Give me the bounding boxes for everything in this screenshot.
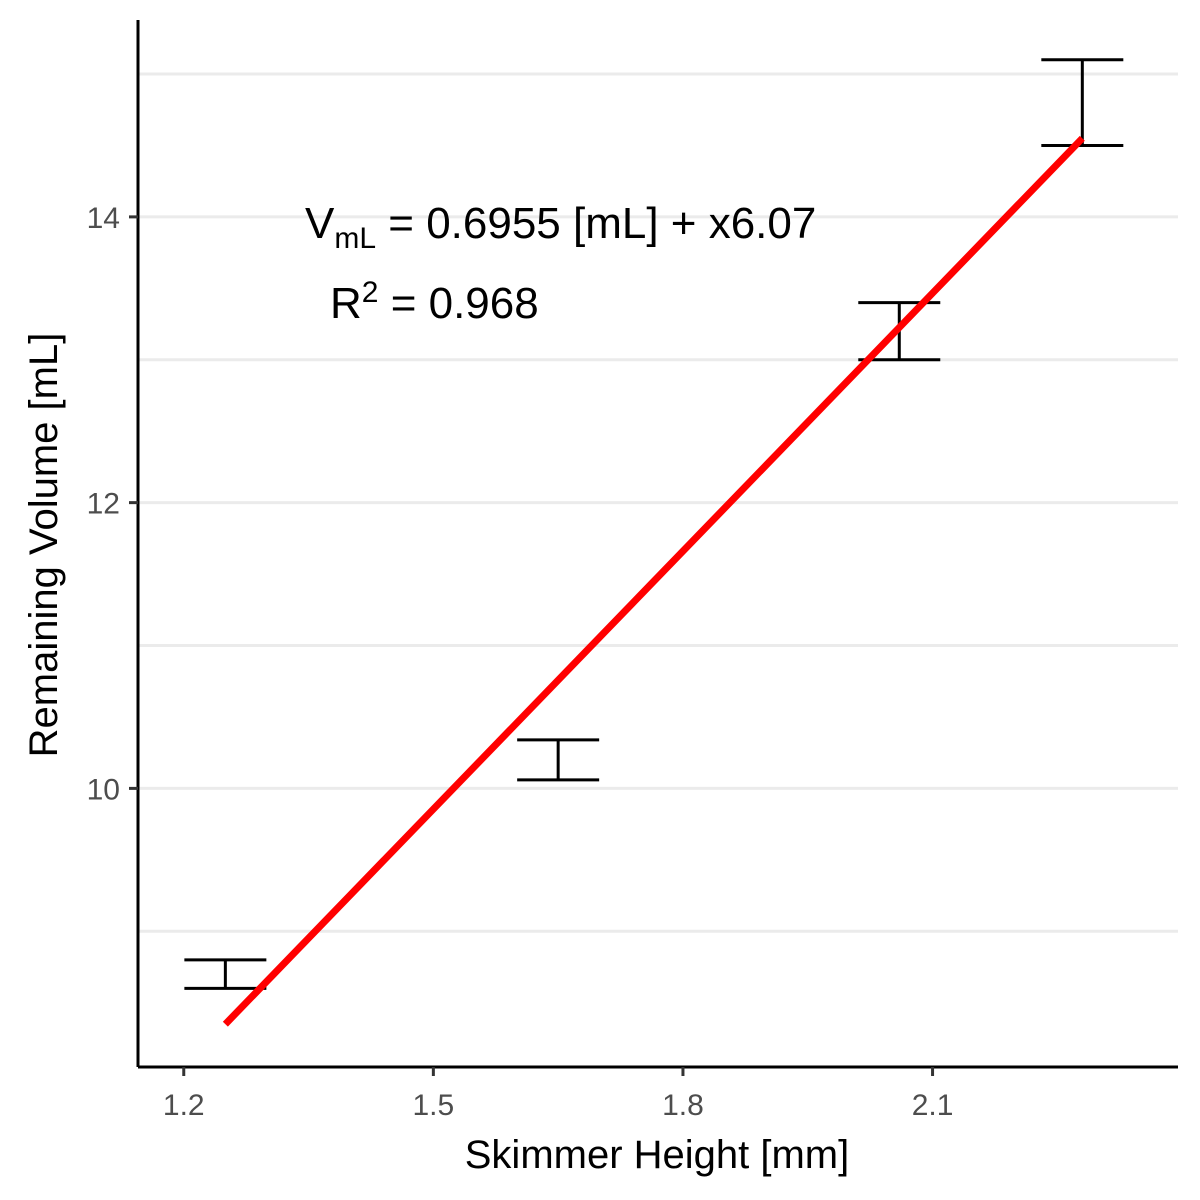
tick-labels: 1.2 1.5 1.8 2.1 10 12 14	[87, 202, 954, 1122]
r2-rhs: = 0.968	[378, 279, 538, 328]
x-axis-title: Skimmer Height [mm]	[465, 1133, 850, 1177]
fit-line-group	[222, 135, 1085, 1027]
axes	[136, 20, 1178, 1069]
y-tick-label: 12	[87, 488, 120, 521]
x-tick-label: 1.2	[163, 1089, 205, 1122]
equation-lhs-subscript: mL	[334, 222, 376, 255]
equation-annotation: VmL = 0.6955 [mL] + x6.07	[305, 199, 816, 255]
fit-line	[222, 135, 1085, 1027]
r2-label: R	[330, 279, 362, 328]
x-tick-label: 2.1	[912, 1089, 954, 1122]
r2-superscript: 2	[362, 276, 379, 309]
x-tick-label: 1.5	[413, 1089, 455, 1122]
equation-rhs: = 0.6955 [mL] + x6.07	[376, 199, 816, 248]
y-tick-label: 14	[87, 202, 120, 235]
equation-lhs: V	[305, 199, 335, 248]
y-tick-label: 10	[87, 773, 120, 806]
r-squared-annotation: R2 = 0.968	[330, 276, 539, 328]
x-tick-label: 1.8	[662, 1089, 704, 1122]
y-axis-title: Remaining Volume [mL]	[22, 333, 66, 758]
